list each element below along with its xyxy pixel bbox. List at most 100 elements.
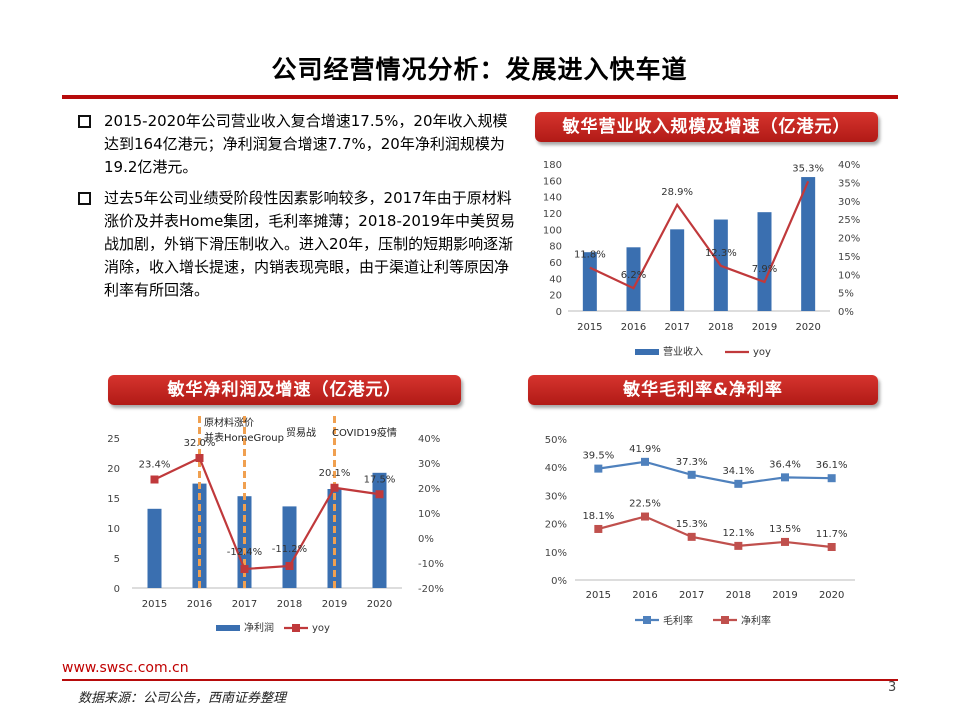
y-right-tick-label: 10% bbox=[838, 270, 860, 281]
margin-marker bbox=[687, 532, 696, 541]
x-tick-label: 2019 bbox=[752, 322, 777, 333]
yoy-marker bbox=[150, 475, 159, 484]
margin-marker bbox=[641, 457, 649, 466]
x-tick-label: 2017 bbox=[664, 322, 689, 333]
y-right-tick-label: 30% bbox=[838, 197, 860, 208]
legend-marker bbox=[292, 624, 300, 632]
yoy-data-label: 23.4% bbox=[139, 460, 171, 471]
margin-chart: 0% 10% 20% 30% 40% 50% 2015 2016 2017 2018 2019 202… bbox=[545, 435, 855, 627]
revenue-bar bbox=[670, 229, 685, 311]
yoy-data-label: 11.8% bbox=[574, 250, 606, 261]
revenue-bar bbox=[757, 212, 772, 311]
margin-marker bbox=[734, 479, 743, 488]
y-right-tick-label: -20% bbox=[418, 584, 444, 595]
revenue-bar bbox=[626, 247, 641, 311]
title-divider bbox=[62, 95, 898, 99]
y-left-tick-label: 20 bbox=[549, 291, 562, 302]
legend-label: 毛利率 bbox=[663, 614, 693, 627]
revenue-bar bbox=[582, 252, 597, 311]
y-tick-label: 10% bbox=[545, 548, 567, 559]
y-right-tick-label: 20% bbox=[418, 484, 440, 495]
x-tick-label: 2020 bbox=[819, 590, 844, 601]
y-right-tick-label: 5% bbox=[838, 289, 854, 300]
y-left-tick-label: 60 bbox=[549, 258, 562, 269]
footer-divider bbox=[62, 679, 898, 681]
y-tick-label: 20% bbox=[545, 520, 567, 531]
netprofit-bar bbox=[372, 472, 387, 588]
data-source: 数据来源：公司公告，西南证券整理 bbox=[78, 691, 287, 706]
margin-data-label: 13.5% bbox=[769, 524, 801, 535]
margin-data-label: 15.3% bbox=[676, 519, 708, 530]
netprofit-bar bbox=[192, 483, 207, 588]
netprofit-chart: 0 5 10 15 20 25 -20% -10% 0% 10% 20% 30% 40% 2015 2016… bbox=[107, 416, 444, 634]
yoy-data-label: 17.5% bbox=[364, 474, 396, 485]
yoy-data-label: 20.1% bbox=[319, 468, 351, 479]
margin-data-label: 18.1% bbox=[582, 511, 614, 522]
margin-data-label: 39.5% bbox=[582, 451, 614, 462]
yoy-data-label: 35.3% bbox=[792, 163, 824, 174]
y-right-tick-label: 10% bbox=[418, 509, 440, 520]
margin-marker bbox=[687, 470, 696, 479]
x-tick-label: 2015 bbox=[577, 322, 602, 333]
margin-chart-banner: 敏华毛利率&净利率 bbox=[528, 375, 878, 405]
y-left-tick-label: 40 bbox=[549, 274, 562, 285]
x-tick-label: 2016 bbox=[632, 590, 657, 601]
y-right-tick-label: 0% bbox=[418, 534, 434, 545]
margin-marker bbox=[641, 512, 649, 521]
page-number: 3 bbox=[888, 680, 897, 695]
y-left-tick-label: 120 bbox=[543, 209, 562, 220]
x-tick-label: 2019 bbox=[322, 599, 347, 610]
y-tick-label: 0% bbox=[551, 576, 567, 587]
x-tick-label: 2016 bbox=[187, 599, 212, 610]
yoy-marker bbox=[240, 565, 249, 573]
margin-marker bbox=[781, 537, 789, 546]
footer-url[interactable]: www.swsc.com.cn bbox=[62, 660, 189, 676]
yoy-marker bbox=[285, 562, 294, 570]
square-bullet-icon bbox=[78, 192, 91, 205]
y-tick-label: 40% bbox=[545, 463, 567, 474]
y-left-tick-label: 140 bbox=[543, 193, 562, 204]
page-title: 公司经营情况分析：发展进入快车道 bbox=[271, 55, 688, 84]
annotation-label: COVID19疫情 bbox=[332, 426, 397, 439]
y-right-tick-label: 40% bbox=[838, 160, 860, 171]
yoy-data-label: 7.9% bbox=[752, 264, 777, 275]
legend-marker bbox=[721, 616, 729, 624]
y-left-tick-label: 25 bbox=[107, 434, 120, 445]
legend-label: 净利率 bbox=[741, 614, 771, 627]
y-left-tick-label: 10 bbox=[107, 524, 120, 535]
legend-label: yoy bbox=[312, 623, 330, 634]
y-right-tick-label: 40% bbox=[418, 434, 440, 445]
y-left-tick-label: 180 bbox=[543, 160, 562, 171]
margin-data-label: 41.9% bbox=[629, 444, 661, 455]
yoy-line bbox=[589, 180, 810, 290]
y-tick-label: 50% bbox=[545, 435, 567, 446]
yoy-marker bbox=[330, 483, 339, 492]
margin-data-label: 12.1% bbox=[722, 528, 754, 539]
revenue-chart: 0 20 40 60 80 100 120 140 160 180 0% 5% 10% 15% 20% 25%… bbox=[543, 160, 860, 358]
x-tick-label: 2020 bbox=[795, 322, 820, 333]
y-right-tick-label: 35% bbox=[838, 178, 860, 189]
x-tick-label: 2017 bbox=[232, 599, 257, 610]
x-tick-label: 2020 bbox=[367, 599, 392, 610]
legend-label: yoy bbox=[753, 347, 771, 358]
margin-data-label: 37.3% bbox=[676, 457, 708, 468]
x-tick-label: 2018 bbox=[277, 599, 302, 610]
margin-data-label: 22.5% bbox=[629, 499, 661, 510]
legend-swatch-bar bbox=[635, 349, 659, 355]
x-tick-label: 2017 bbox=[679, 590, 704, 601]
y-tick-label: 30% bbox=[545, 491, 567, 502]
margin-marker bbox=[594, 524, 603, 533]
legend-label: 净利润 bbox=[244, 621, 274, 634]
yoy-line bbox=[154, 456, 380, 571]
x-tick-label: 2015 bbox=[586, 590, 611, 601]
margin-marker bbox=[734, 541, 743, 550]
y-left-tick-label: 5 bbox=[114, 554, 120, 565]
margin-marker bbox=[827, 543, 836, 552]
legend-marker bbox=[643, 616, 651, 624]
bullet-text: 2015-2020年公司营业收入复合增速17.5%，20年收入规模达到164亿港… bbox=[104, 112, 508, 176]
yoy-marker bbox=[375, 490, 384, 499]
margin-marker bbox=[781, 473, 789, 482]
y-right-tick-label: 20% bbox=[838, 234, 860, 245]
bullet-item: 过去5年公司业绩受阶段性因素影响较多，2017年由于原材料涨价及并表Home集团… bbox=[76, 187, 521, 302]
yoy-data-label: -11.2% bbox=[272, 544, 307, 555]
